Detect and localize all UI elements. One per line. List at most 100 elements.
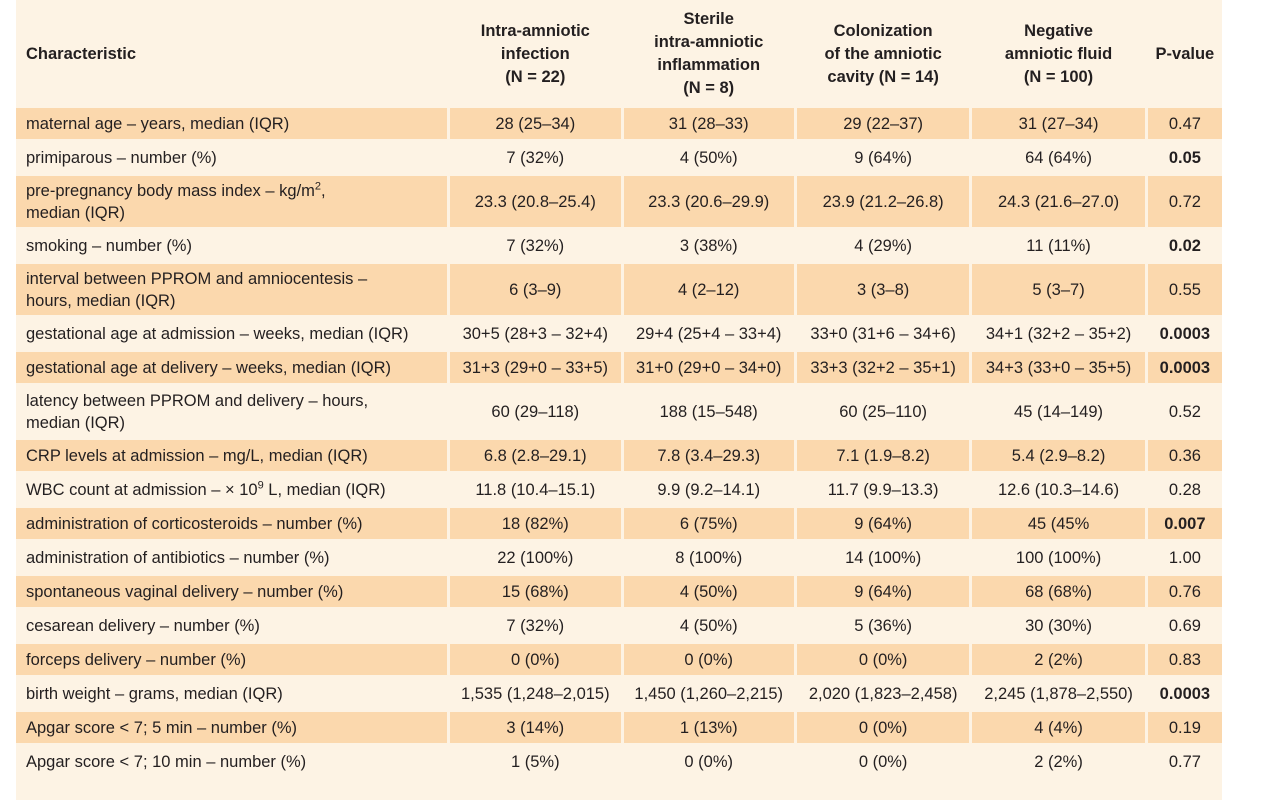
cell-negative-amniotic-fluid: 2 (2%) — [972, 746, 1145, 777]
cell-colonization: 5 (36%) — [796, 610, 970, 641]
cell-sterile-inflammation: 0 (0%) — [623, 644, 794, 675]
cell-negative-amniotic-fluid: 24.3 (21.6–27.0) — [972, 176, 1145, 227]
characteristics-table: Characteristic Intra-amniotic infection (N… — [13, 0, 1225, 780]
row-label: gestational age at admission – weeks, me… — [16, 318, 448, 349]
cell-sterile-inflammation: 4 (50%) — [623, 610, 794, 641]
table-row: interval between PPROM and amniocentesis… — [16, 264, 1222, 315]
cell-sterile-inflammation: 4 (2–12) — [623, 264, 794, 315]
cell-p-value: 0.36 — [1147, 440, 1222, 471]
row-label: CRP levels at admission – mg/L, median (… — [16, 440, 448, 471]
cell-negative-amniotic-fluid: 45 (45% — [972, 508, 1145, 539]
cell-negative-amniotic-fluid: 11 (11%) — [972, 230, 1145, 261]
row-label: Apgar score < 7; 5 min – number (%) — [16, 712, 448, 743]
header-intra-amniotic-infection: Intra-amniotic infection (N = 22) — [480, 21, 590, 86]
cell-intra-amniotic-infection: 11.8 (10.4–15.1) — [450, 474, 621, 505]
cell-p-value: 0.77 — [1147, 746, 1222, 777]
row-label: birth weight – grams, median (IQR) — [16, 678, 448, 709]
cell-sterile-inflammation: 4 (50%) — [623, 576, 794, 607]
cell-sterile-inflammation: 7.8 (3.4–29.3) — [623, 440, 794, 471]
cell-sterile-inflammation: 9.9 (9.2–14.1) — [623, 474, 794, 505]
cell-intra-amniotic-infection: 15 (68%) — [450, 576, 621, 607]
header-negative-amniotic-fluid: Negative amniotic fluid (N = 100) — [1004, 21, 1113, 86]
cell-sterile-inflammation: 8 (100%) — [623, 542, 794, 573]
cell-p-value: 0.05 — [1147, 142, 1222, 173]
header-characteristic: Characteristic — [26, 44, 137, 63]
cell-intra-amniotic-infection: 1,535 (1,248–2,015) — [450, 678, 621, 709]
cell-p-value: 0.83 — [1147, 644, 1222, 675]
cell-colonization: 60 (25–110) — [796, 386, 970, 437]
table-row: Apgar score < 7; 5 min – number (%) 3 (1… — [16, 712, 1222, 743]
cell-colonization: 29 (22–37) — [796, 108, 970, 139]
cell-negative-amniotic-fluid: 45 (14–149) — [972, 386, 1145, 437]
row-label: administration of antibiotics – number (… — [16, 542, 448, 573]
cell-intra-amniotic-infection: 18 (82%) — [450, 508, 621, 539]
cell-negative-amniotic-fluid: 34+3 (33+0 – 35+5) — [972, 352, 1145, 383]
cell-p-value: 0.19 — [1147, 712, 1222, 743]
cell-sterile-inflammation: 23.3 (20.6–29.9) — [623, 176, 794, 227]
cell-intra-amniotic-infection: 30+5 (28+3 – 32+4) — [450, 318, 621, 349]
cell-negative-amniotic-fluid: 31 (27–34) — [972, 108, 1145, 139]
cell-intra-amniotic-infection: 7 (32%) — [450, 610, 621, 641]
cell-intra-amniotic-infection: 31+3 (29+0 – 33+5) — [450, 352, 621, 383]
cell-p-value: 0.55 — [1147, 264, 1222, 315]
cell-intra-amniotic-infection: 3 (14%) — [450, 712, 621, 743]
row-label: maternal age – years, median (IQR) — [16, 108, 448, 139]
header-colonization: Colonization of the amniotic cavity (N = 1… — [824, 21, 942, 86]
cell-negative-amniotic-fluid: 5.4 (2.9–8.2) — [972, 440, 1145, 471]
cell-colonization: 14 (100%) — [796, 542, 970, 573]
cell-intra-amniotic-infection: 22 (100%) — [450, 542, 621, 573]
cell-intra-amniotic-infection: 0 (0%) — [450, 644, 621, 675]
row-label: Apgar score < 7; 10 min – number (%) — [16, 746, 448, 777]
row-label: latency between PPROM and delivery – hou… — [16, 386, 448, 437]
row-label: WBC count at admission – × 109 L, median… — [16, 474, 448, 505]
cell-sterile-inflammation: 29+4 (25+4 – 33+4) — [623, 318, 794, 349]
cell-p-value: 0.02 — [1147, 230, 1222, 261]
table-row: smoking – number (%) 7 (32%) 3 (38%) 4 (… — [16, 230, 1222, 261]
cell-colonization: 7.1 (1.9–8.2) — [796, 440, 970, 471]
cell-p-value: 0.52 — [1147, 386, 1222, 437]
cell-p-value: 0.69 — [1147, 610, 1222, 641]
cell-colonization: 33+0 (31+6 – 34+6) — [796, 318, 970, 349]
cell-sterile-inflammation: 188 (15–548) — [623, 386, 794, 437]
cell-colonization: 0 (0%) — [796, 746, 970, 777]
cell-p-value: 0.47 — [1147, 108, 1222, 139]
cell-negative-amniotic-fluid: 34+1 (32+2 – 35+2) — [972, 318, 1145, 349]
cell-intra-amniotic-infection: 7 (32%) — [450, 230, 621, 261]
cell-colonization: 0 (0%) — [796, 712, 970, 743]
table-row: CRP levels at admission – mg/L, median (… — [16, 440, 1222, 471]
row-label: forceps delivery – number (%) — [16, 644, 448, 675]
table-row: primiparous – number (%) 7 (32%) 4 (50%)… — [16, 142, 1222, 173]
cell-p-value: 0.28 — [1147, 474, 1222, 505]
cell-intra-amniotic-infection: 23.3 (20.8–25.4) — [450, 176, 621, 227]
cell-colonization: 2,020 (1,823–2,458) — [796, 678, 970, 709]
row-label: spontaneous vaginal delivery – number (%… — [16, 576, 448, 607]
row-label: gestational age at delivery – weeks, med… — [16, 352, 448, 383]
cell-colonization: 9 (64%) — [796, 576, 970, 607]
cell-negative-amniotic-fluid: 30 (30%) — [972, 610, 1145, 641]
cell-p-value: 0.76 — [1147, 576, 1222, 607]
cell-intra-amniotic-infection: 1 (5%) — [450, 746, 621, 777]
cell-negative-amniotic-fluid: 68 (68%) — [972, 576, 1145, 607]
cell-p-value: 0.007 — [1147, 508, 1222, 539]
table-row: spontaneous vaginal delivery – number (%… — [16, 576, 1222, 607]
cell-negative-amniotic-fluid: 12.6 (10.3–14.6) — [972, 474, 1145, 505]
cell-colonization: 0 (0%) — [796, 644, 970, 675]
header-p-value: P-value — [1155, 44, 1215, 63]
table-row: forceps delivery – number (%) 0 (0%) 0 (… — [16, 644, 1222, 675]
cell-intra-amniotic-infection: 6 (3–9) — [450, 264, 621, 315]
cell-colonization: 33+3 (32+2 – 35+1) — [796, 352, 970, 383]
cell-colonization: 4 (29%) — [796, 230, 970, 261]
table-row: Apgar score < 7; 10 min – number (%) 1 (… — [16, 746, 1222, 777]
cell-sterile-inflammation: 3 (38%) — [623, 230, 794, 261]
row-label: pre-pregnancy body mass index – kg/m2, me… — [16, 176, 448, 227]
cell-p-value: 1.00 — [1147, 542, 1222, 573]
table-row: maternal age – years, median (IQR) 28 (2… — [16, 108, 1222, 139]
table-row: pre-pregnancy body mass index – kg/m2, me… — [16, 176, 1222, 227]
table-row: gestational age at admission – weeks, me… — [16, 318, 1222, 349]
cell-sterile-inflammation: 0 (0%) — [623, 746, 794, 777]
table-row: birth weight – grams, median (IQR) 1,535… — [16, 678, 1222, 709]
table-row: administration of corticosteroids – numb… — [16, 508, 1222, 539]
table-row: cesarean delivery – number (%) 7 (32%) 4… — [16, 610, 1222, 641]
cell-p-value: 0.0003 — [1147, 678, 1222, 709]
row-label: smoking – number (%) — [16, 230, 448, 261]
